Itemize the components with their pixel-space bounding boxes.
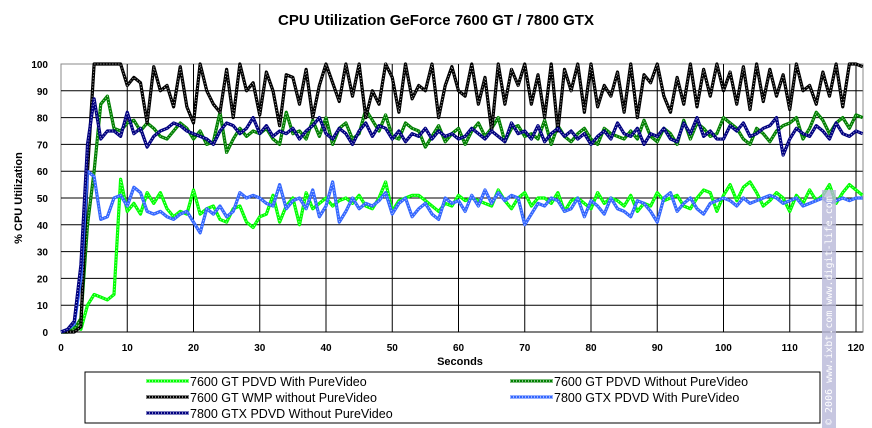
y-tick-label: 30 xyxy=(37,248,49,259)
chart-title: CPU Utilization GeForce 7600 GT / 7800 G… xyxy=(278,12,594,29)
x-tick-label: 90 xyxy=(652,343,664,354)
legend-label: 7800 GTX PDVD With PureVideo xyxy=(554,391,739,405)
watermark: © 2006 www.ixbt.com www.digit-life.com xyxy=(822,190,836,428)
x-tick-label: 50 xyxy=(387,343,399,354)
y-tick-label: 40 xyxy=(37,221,49,232)
x-tick-label: 20 xyxy=(188,343,200,354)
y-tick-label: 90 xyxy=(37,87,49,98)
watermark-strip xyxy=(822,190,836,428)
y-tick-label: 70 xyxy=(37,140,49,151)
y-tick-label: 100 xyxy=(31,60,48,71)
x-tick-label: 100 xyxy=(715,343,732,354)
series-line-texture-2 xyxy=(61,62,863,333)
y-axis-label: % CPU Utilization xyxy=(13,152,25,244)
watermark-text: © 2006 www.ixbt.com www.digit-life.com xyxy=(824,196,835,425)
x-axis-label: Seconds xyxy=(437,356,483,368)
legend-label: 7600 GT PDVD Without PureVideo xyxy=(554,375,748,389)
legend-label: 7600 GT PDVD With PureVideo xyxy=(190,375,367,389)
legend-box xyxy=(84,371,821,424)
x-tick-label: 60 xyxy=(453,343,465,354)
x-tick-label: 110 xyxy=(782,343,799,354)
y-tick-label: 20 xyxy=(37,274,49,285)
y-tick-label: 50 xyxy=(37,194,49,205)
x-tick-label: 120 xyxy=(848,343,865,354)
series-line-texture-4 xyxy=(60,98,863,333)
x-tick-label: 40 xyxy=(320,343,332,354)
legend-label: 7600 GT WMP without PureVideo xyxy=(190,391,377,405)
y-tick-label: 60 xyxy=(37,167,49,178)
x-tick-label: 70 xyxy=(519,343,531,354)
series-lines xyxy=(60,62,864,334)
x-tick-label: 30 xyxy=(254,343,266,354)
tick-labels: 0 10 20 30 40 50 60 70 80 90 100 0 10 20 30 40 50 60 70 80 9… xyxy=(31,60,864,354)
legend: 7600 GT PDVD With PureVideo 7600 GT PDVD … xyxy=(146,375,748,421)
x-tick-label: 10 xyxy=(122,343,134,354)
y-tick-label: 0 xyxy=(42,328,48,339)
y-tick-label: 80 xyxy=(37,114,49,125)
x-tick-label: 0 xyxy=(58,343,64,354)
x-tick-label: 80 xyxy=(585,343,597,354)
legend-label: 7800 GTX PDVD Without PureVideo xyxy=(190,407,393,421)
series-line-texture-3 xyxy=(60,170,863,333)
series-line-texture-0 xyxy=(61,179,863,333)
y-tick-label: 10 xyxy=(37,301,49,312)
